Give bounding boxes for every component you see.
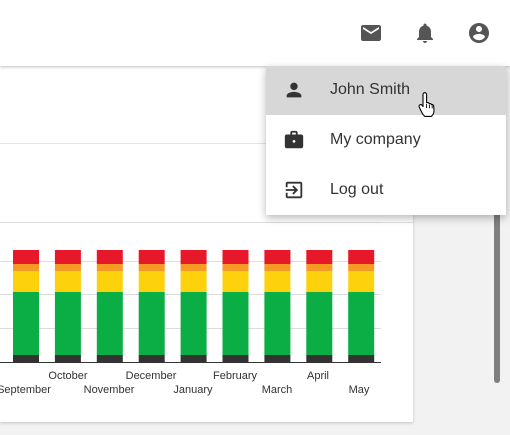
x-tick-label: May: [349, 384, 370, 396]
bar-segment-dark: [222, 355, 249, 362]
bar-segment-dark: [180, 355, 207, 362]
user-menu: John Smith My company Log out: [266, 66, 506, 215]
bar-segment-dark: [348, 355, 375, 362]
x-tick-label: February: [213, 370, 258, 382]
bar-segment-yellow: [96, 271, 123, 292]
x-tick-label: April: [307, 370, 329, 382]
hand-pointer-cursor-icon: [418, 92, 435, 117]
card-divider: [0, 143, 413, 144]
bar-segment-green: [96, 292, 123, 355]
account-circle-icon[interactable]: [467, 21, 491, 45]
bar-segment-red: [264, 250, 291, 264]
bar-segment-green: [138, 292, 165, 355]
bar-segment-red: [138, 250, 165, 264]
bar-segment-yellow: [264, 271, 291, 292]
x-tick-label: October: [48, 370, 87, 382]
bar-segment-orange: [348, 264, 375, 271]
x-tick-label: January: [173, 384, 213, 396]
bar-segment-orange: [54, 264, 81, 271]
logout-icon: [285, 181, 303, 199]
bar-segment-red: [96, 250, 123, 264]
bar-segment-yellow: [54, 271, 81, 292]
menu-item-profile[interactable]: John Smith: [266, 66, 506, 115]
bar-segment-green: [264, 292, 291, 355]
mail-icon[interactable]: [359, 21, 383, 45]
bar-segment-dark: [306, 355, 333, 362]
bar-segment-orange: [222, 264, 249, 271]
bar-segment-orange: [264, 264, 291, 271]
bar-segment-dark: [96, 355, 123, 362]
bar-segment-orange: [13, 264, 39, 271]
x-tick-label: November: [84, 384, 135, 396]
top-app-bar: [0, 0, 510, 66]
x-tick-label: December: [126, 370, 177, 382]
bar-segment-green: [222, 292, 249, 355]
bar-segment-red: [348, 250, 375, 264]
bar-segment-green: [306, 292, 333, 355]
bar-segment-orange: [96, 264, 123, 271]
x-tick-label: March: [262, 384, 293, 396]
bar-segment-green: [180, 292, 207, 355]
bar-segment-green: [348, 292, 375, 355]
menu-item-label: My company: [330, 131, 421, 148]
bar-segment-yellow: [138, 271, 165, 292]
bar-segment-dark: [264, 355, 291, 362]
person-icon: [286, 82, 302, 98]
notifications-icon[interactable]: [413, 21, 437, 45]
bar-segment-orange: [138, 264, 165, 271]
bar-segment-dark: [54, 355, 81, 362]
bar-segment-yellow: [13, 271, 39, 292]
menu-item-company[interactable]: My company: [266, 116, 506, 165]
bar-segment-red: [306, 250, 333, 264]
bar-segment-red: [54, 250, 81, 264]
bar-segment-red: [13, 250, 39, 264]
bar-segment-yellow: [348, 271, 375, 292]
bar-segment-orange: [306, 264, 333, 271]
bar-segment-dark: [13, 355, 39, 362]
bar-segment-dark: [138, 355, 165, 362]
bar-segment-red: [180, 250, 207, 264]
bar-segment-yellow: [222, 271, 249, 292]
bar-segment-yellow: [306, 271, 333, 292]
briefcase-icon: [284, 130, 304, 149]
stacked-bar-chart: tOctoberDecemberFebruaryAprilSeptemberNo…: [0, 222, 381, 396]
menu-item-logout[interactable]: Log out: [266, 166, 506, 215]
bar-segment-red: [222, 250, 249, 264]
bar-segment-orange: [180, 264, 207, 271]
bar-segment-green: [54, 292, 81, 355]
bar-segment-green: [13, 292, 39, 355]
bar-segment-yellow: [180, 271, 207, 292]
scrollbar-thumb[interactable]: [494, 96, 500, 383]
menu-item-label: Log out: [330, 181, 384, 198]
menu-item-label: John Smith: [330, 81, 411, 98]
x-tick-label: September: [0, 384, 51, 396]
